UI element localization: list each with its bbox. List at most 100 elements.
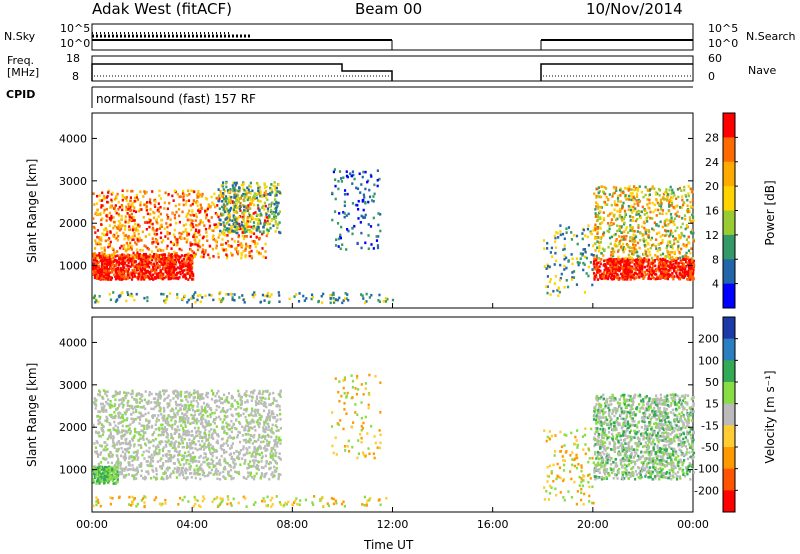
power-echo xyxy=(183,294,186,298)
velocity-echo xyxy=(165,429,168,433)
power-echo xyxy=(373,183,376,187)
power-echo xyxy=(671,275,674,279)
power-echo xyxy=(637,262,640,265)
power-echo xyxy=(150,258,154,262)
power-echo xyxy=(133,256,136,259)
power-echo xyxy=(659,205,663,208)
velocity-echo xyxy=(180,424,183,427)
power-echo xyxy=(643,243,646,247)
velocity-echo xyxy=(214,464,217,468)
velocity-echo xyxy=(167,394,170,398)
power-echo xyxy=(592,260,596,264)
velocity-echo xyxy=(121,416,125,420)
power-echo xyxy=(152,216,156,220)
power-echo xyxy=(186,234,189,237)
power-echo xyxy=(240,242,243,245)
power-echo xyxy=(646,220,649,223)
power-echo xyxy=(259,191,262,194)
power-echo xyxy=(148,265,151,269)
power-echo xyxy=(207,253,210,257)
velocity-echo xyxy=(247,414,250,417)
power-echo xyxy=(143,244,146,248)
power-echo xyxy=(599,262,602,266)
velocity-echo xyxy=(116,431,119,434)
power-echo xyxy=(150,268,153,272)
velocity-echo xyxy=(146,463,149,467)
power-echo xyxy=(189,261,192,264)
power-echo xyxy=(369,225,373,228)
power-echo xyxy=(217,252,220,256)
power-echo xyxy=(127,247,131,251)
velocity-echo xyxy=(147,455,150,459)
power-echo xyxy=(635,199,638,202)
power-echo xyxy=(146,212,149,216)
power-echo xyxy=(596,230,599,234)
power-echo xyxy=(186,265,189,269)
power-echo xyxy=(351,182,354,185)
power-echo xyxy=(594,227,597,231)
velocity-echo xyxy=(255,472,258,475)
power-echo xyxy=(672,191,675,195)
power-echo xyxy=(624,238,627,241)
power-echo xyxy=(660,259,663,262)
power-echo xyxy=(651,217,654,220)
power-echo xyxy=(136,276,139,280)
power-echo xyxy=(108,224,111,227)
power-echo xyxy=(250,214,253,218)
power-echo xyxy=(220,194,223,198)
power-echo xyxy=(268,204,271,208)
power-echo xyxy=(357,199,360,203)
power-echo xyxy=(653,272,657,276)
velocity-echo xyxy=(266,433,270,437)
power-echo xyxy=(663,262,666,265)
power-echo xyxy=(345,214,348,217)
power-echo xyxy=(643,213,646,216)
power-echo xyxy=(182,230,185,234)
power-echo xyxy=(616,250,620,253)
velocity-echo xyxy=(172,455,175,459)
velocity-echo xyxy=(196,434,199,438)
power-echo xyxy=(622,250,625,254)
power-echo xyxy=(238,296,241,299)
velocity-echo xyxy=(215,425,218,428)
power-echo xyxy=(130,292,133,296)
power-echo xyxy=(211,201,214,204)
power-echo xyxy=(129,206,132,209)
power-echo xyxy=(617,235,621,238)
power-echo xyxy=(199,220,202,224)
power-echo xyxy=(265,234,268,238)
power-echo xyxy=(241,228,244,231)
velocity-echo xyxy=(194,410,197,413)
power-echo xyxy=(191,256,194,260)
power-echo xyxy=(685,251,688,255)
power-echo xyxy=(241,225,244,229)
power-echo xyxy=(669,229,673,233)
velocity-echo xyxy=(127,391,130,395)
power-echo xyxy=(549,293,552,296)
power-echo xyxy=(262,231,265,235)
power-echo xyxy=(582,228,585,232)
velocity-echo xyxy=(226,439,229,443)
power-echo xyxy=(620,225,623,228)
velocity-echo xyxy=(227,436,230,440)
velocity-echo xyxy=(148,393,151,397)
power-echo xyxy=(364,200,367,204)
power-echo xyxy=(160,223,163,227)
power-echo xyxy=(176,293,179,296)
velocity-echo xyxy=(132,435,135,439)
power-echo xyxy=(628,265,631,268)
power-echo xyxy=(146,299,149,303)
power-echo xyxy=(155,240,158,244)
power-echo xyxy=(92,225,96,229)
power-echo xyxy=(176,238,179,241)
power-echo xyxy=(688,262,691,266)
power-echo xyxy=(586,235,589,239)
velocity-echo xyxy=(269,415,272,418)
power-echo xyxy=(571,276,574,279)
power-echo xyxy=(157,276,160,279)
velocity-echo xyxy=(124,412,127,416)
power-echo xyxy=(363,196,366,199)
power-echo xyxy=(546,264,550,268)
power-echo xyxy=(171,257,174,261)
power-echo xyxy=(638,276,641,279)
